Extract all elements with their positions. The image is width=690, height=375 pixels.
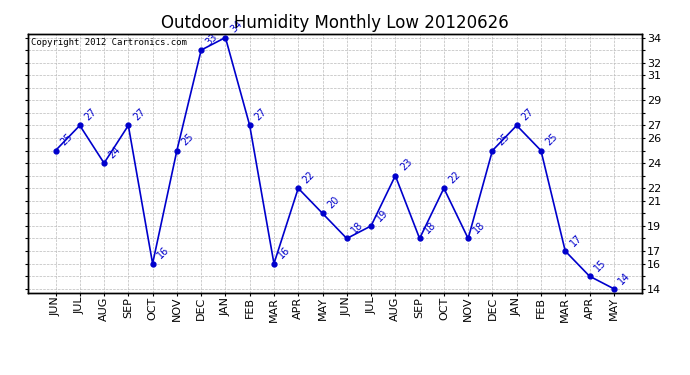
Text: 27: 27: [83, 107, 99, 123]
Text: 18: 18: [422, 220, 438, 236]
Text: 23: 23: [398, 157, 414, 173]
Text: 14: 14: [617, 270, 632, 286]
Text: 25: 25: [544, 132, 560, 148]
Text: 24: 24: [107, 144, 123, 160]
Text: 15: 15: [592, 258, 608, 273]
Text: 25: 25: [179, 132, 195, 148]
Text: 27: 27: [520, 107, 535, 123]
Text: 18: 18: [471, 220, 486, 236]
Title: Outdoor Humidity Monthly Low 20120626: Outdoor Humidity Monthly Low 20120626: [161, 14, 509, 32]
Text: 16: 16: [155, 245, 171, 261]
Text: 25: 25: [58, 132, 75, 148]
Text: Copyright 2012 Cartronics.com: Copyright 2012 Cartronics.com: [30, 38, 186, 46]
Text: 27: 27: [253, 107, 268, 123]
Text: 34: 34: [228, 19, 244, 35]
Text: 27: 27: [131, 107, 147, 123]
Text: 18: 18: [350, 220, 365, 236]
Text: 33: 33: [204, 32, 219, 47]
Text: 16: 16: [277, 245, 293, 261]
Text: 22: 22: [301, 170, 317, 186]
Text: 22: 22: [446, 170, 462, 186]
Text: 17: 17: [568, 232, 584, 248]
Text: 19: 19: [374, 207, 390, 223]
Text: 25: 25: [495, 132, 511, 148]
Text: 20: 20: [325, 195, 341, 211]
